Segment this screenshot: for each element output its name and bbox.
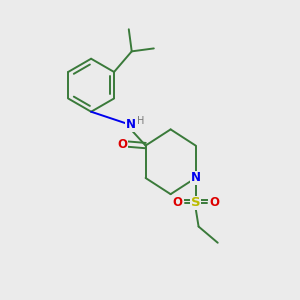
Text: N: N — [126, 118, 136, 131]
Text: N: N — [190, 172, 201, 184]
Text: H: H — [136, 116, 144, 126]
Text: S: S — [191, 196, 200, 209]
Text: O: O — [117, 138, 127, 151]
Text: O: O — [172, 196, 182, 209]
Text: O: O — [209, 196, 219, 209]
